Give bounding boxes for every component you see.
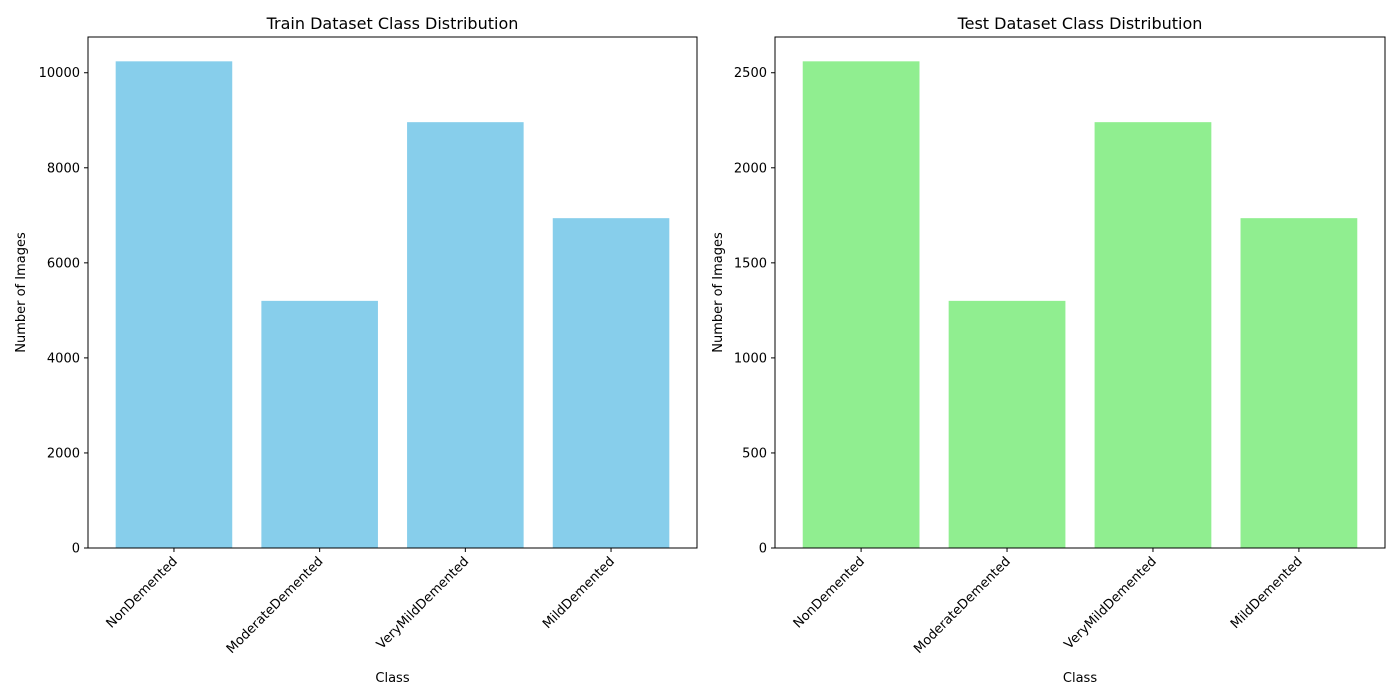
test-chart-title: Test Dataset Class Distribution <box>957 14 1203 33</box>
test-bar-nondemented <box>802 61 920 548</box>
test-chart-panel: Test Dataset Class Distribution Class Nu… <box>711 14 1386 686</box>
test-y-tick-label: 1000 <box>734 351 767 366</box>
train-y-tick-label: 6000 <box>47 256 80 271</box>
train-x-tick-label-nondemented: NonDemented <box>104 554 181 631</box>
test-bar-moderatedemented <box>948 300 1066 548</box>
train-chart-title: Train Dataset Class Distribution <box>266 14 519 33</box>
test-x-tick-label-moderatedemented: ModerateDemented <box>911 554 1014 657</box>
test-y-tick-label: 2000 <box>734 161 767 176</box>
train-y-tick-label: 0 <box>72 542 80 557</box>
train-x-tick-label-milddemented: MildDemented <box>540 554 618 632</box>
train-x-axis-label: Class <box>375 671 409 686</box>
test-y-axis-label: Number of Images <box>711 232 726 353</box>
test-y-tick-label: 2500 <box>734 66 767 81</box>
train-bar-moderatedemented <box>261 300 378 548</box>
test-x-axis-label: Class <box>1063 671 1097 686</box>
test-x-tick-label-verymilddemented: VeryMildDemented <box>1062 554 1160 652</box>
train-bar-milddemented <box>552 218 670 549</box>
train-y-tick-label: 4000 <box>47 351 80 366</box>
train-y-tick-label: 10000 <box>39 66 80 81</box>
train-x-tick-label-moderatedemented: ModerateDemented <box>224 554 327 657</box>
test-bar-verymilddemented <box>1094 122 1212 549</box>
train-bar-verymilddemented <box>407 122 524 549</box>
train-y-tick-label: 8000 <box>47 161 80 176</box>
train-y-tick-label: 2000 <box>47 446 80 461</box>
test-y-tick-label: 0 <box>759 542 767 557</box>
train-bar-nondemented <box>115 61 233 548</box>
test-axes-frame <box>774 36 1386 549</box>
test-x-tick-label-milddemented: MildDemented <box>1228 554 1306 632</box>
train-chart-panel: Train Dataset Class Distribution Class N… <box>14 14 698 686</box>
test-bar-milddemented <box>1240 218 1358 549</box>
train-x-tick-label-verymilddemented: VeryMildDemented <box>374 554 472 652</box>
test-y-tick-label: 1500 <box>734 256 767 271</box>
train-axes-frame <box>87 36 698 549</box>
train-y-axis-label: Number of Images <box>14 232 29 353</box>
test-y-tick-label: 500 <box>742 446 767 461</box>
test-x-tick-label-nondemented: NonDemented <box>791 554 868 631</box>
